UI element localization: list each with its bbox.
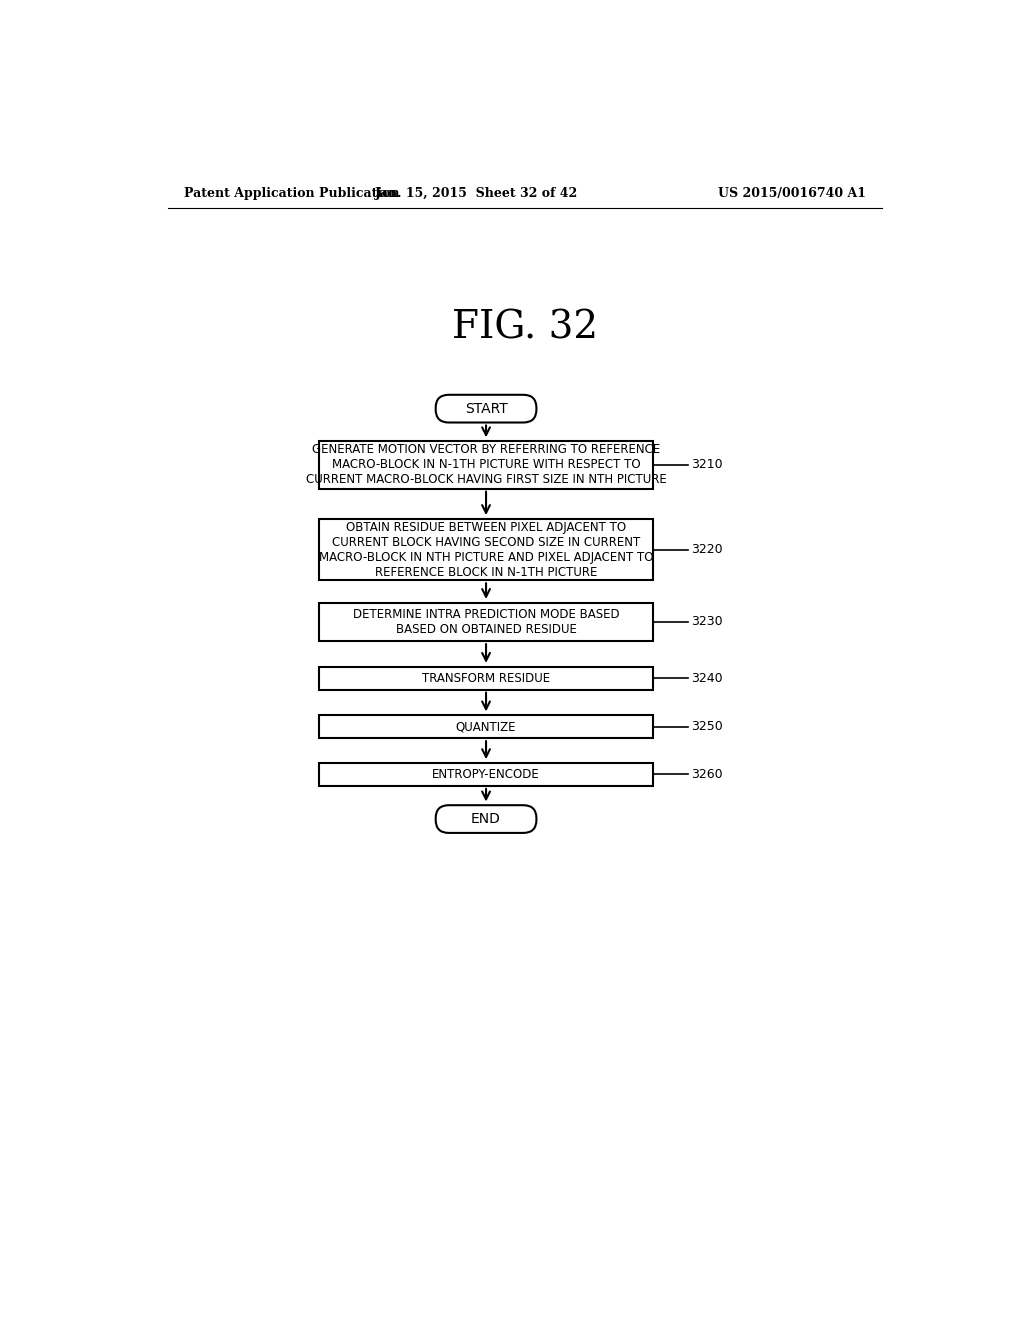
FancyBboxPatch shape xyxy=(435,805,537,833)
Text: FIG. 32: FIG. 32 xyxy=(452,309,598,346)
Text: Jan. 15, 2015  Sheet 32 of 42: Jan. 15, 2015 Sheet 32 of 42 xyxy=(375,186,579,199)
Text: OBTAIN RESIDUE BETWEEN PIXEL ADJACENT TO
CURRENT BLOCK HAVING SECOND SIZE IN CUR: OBTAIN RESIDUE BETWEEN PIXEL ADJACENT TO… xyxy=(318,520,653,578)
Bar xyxy=(319,519,652,581)
Text: ENTROPY-ENCODE: ENTROPY-ENCODE xyxy=(432,768,540,781)
Bar xyxy=(319,603,652,642)
Bar xyxy=(319,441,652,488)
Text: GENERATE MOTION VECTOR BY REFERRING TO REFERENCE
MACRO-BLOCK IN N-1TH PICTURE WI: GENERATE MOTION VECTOR BY REFERRING TO R… xyxy=(306,444,667,486)
Bar xyxy=(319,715,652,738)
Text: TRANSFORM RESIDUE: TRANSFORM RESIDUE xyxy=(422,672,550,685)
Bar xyxy=(319,763,652,785)
Text: START: START xyxy=(465,401,508,416)
FancyBboxPatch shape xyxy=(435,395,537,422)
Bar xyxy=(319,667,652,689)
Text: DETERMINE INTRA PREDICTION MODE BASED
BASED ON OBTAINED RESIDUE: DETERMINE INTRA PREDICTION MODE BASED BA… xyxy=(352,609,620,636)
Text: 3240: 3240 xyxy=(691,672,723,685)
Text: 3210: 3210 xyxy=(691,458,723,471)
Text: 3250: 3250 xyxy=(691,721,723,733)
Text: END: END xyxy=(471,812,501,826)
Text: 3260: 3260 xyxy=(691,768,723,781)
Text: 3220: 3220 xyxy=(691,543,723,556)
Text: Patent Application Publication: Patent Application Publication xyxy=(183,186,399,199)
Text: US 2015/0016740 A1: US 2015/0016740 A1 xyxy=(718,186,866,199)
Text: QUANTIZE: QUANTIZE xyxy=(456,721,516,733)
Text: 3230: 3230 xyxy=(691,615,723,628)
